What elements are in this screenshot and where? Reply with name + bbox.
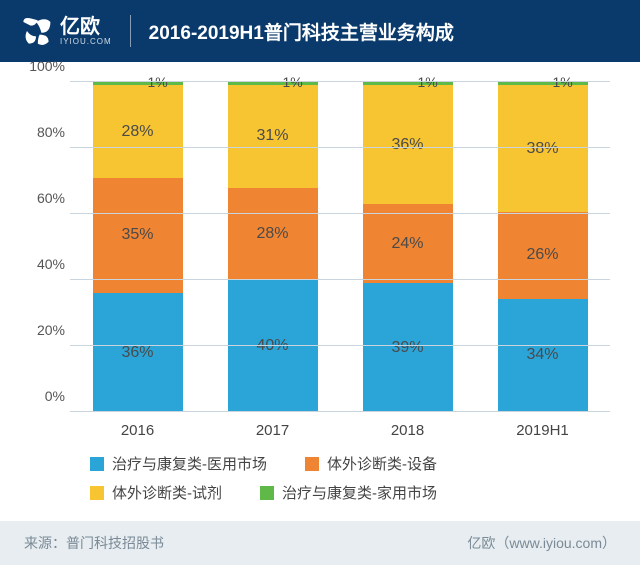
header-divider: [130, 15, 131, 47]
legend-label: 治疗与康复类-医用市场: [112, 453, 267, 474]
legend-swatch: [305, 457, 319, 471]
footer-brand: 亿欧（www.iyiou.com）: [467, 533, 616, 553]
segment-label: 1%: [283, 74, 303, 90]
source-label: 来源：: [24, 535, 66, 551]
y-tick-label: 20%: [20, 322, 65, 338]
grid-line: [70, 345, 610, 346]
bar-segment: 40%: [228, 280, 318, 412]
footer-bar: 来源：普门科技招股书 亿欧（www.iyiou.com）: [0, 521, 640, 565]
segment-label: 34%: [526, 346, 558, 364]
chart-title: 2016-2019H1普门科技主营业务构成: [149, 18, 454, 45]
y-tick-label: 100%: [20, 58, 65, 74]
segment-label: 39%: [391, 339, 423, 357]
bar: 34% 26% 38% 1%: [498, 82, 588, 412]
bar-segment: 36%: [93, 293, 183, 412]
segment-label: 24%: [391, 235, 423, 253]
grid-line: [70, 279, 610, 280]
y-tick-label: 60%: [20, 190, 65, 206]
x-axis: 2016 2017 2018 2019H1: [70, 422, 610, 439]
y-tick-label: 40%: [20, 256, 65, 272]
bars-container: 36%35%28%1%40%28%31%1%39%24%36%1%34%26%3…: [70, 82, 610, 412]
header-bar: 亿欧 IYIOU.COM 2016-2019H1普门科技主营业务构成: [0, 0, 640, 62]
segment-label: 36%: [121, 344, 153, 362]
bar-segment: 1%: [93, 82, 183, 85]
bar: 39% 24% 36% 1%: [363, 82, 453, 412]
x-tick-label: 2018: [363, 422, 453, 439]
segment-label: 1%: [148, 74, 168, 90]
footer-brand-name: 亿欧: [467, 535, 495, 551]
legend-label: 体外诊断类-设备: [327, 453, 437, 474]
bar: 40% 28% 31% 1%: [228, 82, 318, 412]
x-tick-label: 2017: [228, 422, 318, 439]
logo-text: 亿欧: [60, 17, 112, 37]
legend-item: 体外诊断类-试剂: [90, 482, 222, 503]
grid-line: [70, 411, 610, 412]
bar-segment: 36%: [363, 85, 453, 204]
segment-label: 28%: [256, 225, 288, 243]
bar-segment: 26%: [498, 212, 588, 299]
bar-segment: 35%: [93, 178, 183, 294]
chart-area: 36%35%28%1%40%28%31%1%39%24%36%1%34%26%3…: [0, 62, 640, 521]
legend-swatch: [90, 486, 104, 500]
segment-label: 36%: [391, 136, 423, 154]
bar-segment: 1%: [228, 82, 318, 85]
bar-segment: 39%: [363, 283, 453, 412]
legend-label: 体外诊断类-试剂: [112, 482, 222, 503]
x-tick-label: 2016: [93, 422, 183, 439]
source-value: 普门科技招股书: [66, 535, 164, 551]
segment-label: 28%: [121, 123, 153, 141]
logo-icon: [18, 13, 54, 49]
bar-segment: 28%: [228, 188, 318, 280]
legend-label: 治疗与康复类-家用市场: [282, 482, 437, 503]
bar-segment: 1%: [498, 82, 588, 85]
paren-open: （: [495, 535, 509, 551]
bar-segment: 1%: [363, 82, 453, 85]
plot-region: 36%35%28%1%40%28%31%1%39%24%36%1%34%26%3…: [70, 82, 610, 412]
bar-segment: 31%: [228, 85, 318, 187]
footer-site: www.iyiou.com: [509, 535, 602, 551]
segment-label: 35%: [121, 226, 153, 244]
segment-label: 31%: [256, 127, 288, 145]
grid-line: [70, 147, 610, 148]
logo-subtext: IYIOU.COM: [60, 37, 112, 46]
bar-segment: 38%: [498, 85, 588, 212]
bar-segment: 28%: [93, 85, 183, 177]
bar: 36% 35% 28% 1%: [93, 82, 183, 412]
brand-logo: 亿欧 IYIOU.COM: [18, 13, 112, 49]
legend: 治疗与康复类-医用市场 体外诊断类-设备体外诊断类-试剂 治疗与康复类-家用市场: [90, 453, 580, 511]
segment-label: 1%: [553, 74, 573, 90]
segment-label: 1%: [418, 74, 438, 90]
paren-close: ）: [602, 535, 616, 551]
legend-item: 治疗与康复类-家用市场: [260, 482, 437, 503]
segment-label: 40%: [256, 337, 288, 355]
legend-swatch: [260, 486, 274, 500]
bar-segment: 34%: [498, 299, 588, 412]
y-tick-label: 80%: [20, 124, 65, 140]
legend-item: 治疗与康复类-医用市场: [90, 453, 267, 474]
legend-swatch: [90, 457, 104, 471]
x-tick-label: 2019H1: [498, 422, 588, 439]
source-text: 来源：普门科技招股书: [24, 533, 164, 553]
legend-item: 体外诊断类-设备: [305, 453, 437, 474]
grid-line: [70, 81, 610, 82]
grid-line: [70, 213, 610, 214]
bar-segment: 24%: [363, 204, 453, 283]
segment-label: 38%: [526, 140, 558, 158]
y-tick-label: 0%: [20, 388, 65, 404]
segment-label: 26%: [526, 246, 558, 264]
